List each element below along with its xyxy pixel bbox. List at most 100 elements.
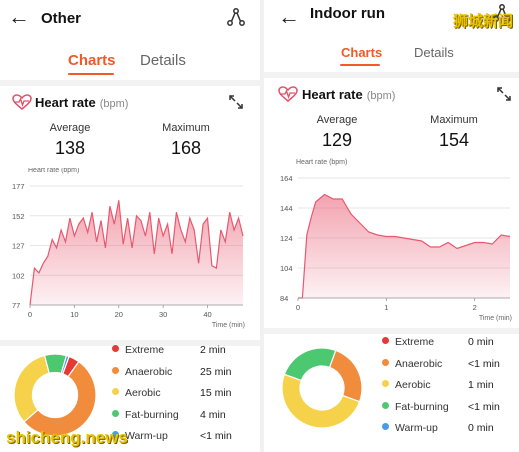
y-tick-label: 127 [12, 242, 25, 251]
y-tick-label: 77 [12, 301, 20, 310]
tab-indicator [68, 73, 114, 75]
legend-value: <1 min [468, 400, 500, 413]
share-icon[interactable] [492, 2, 512, 24]
heart-rate-label: Heart rate [302, 87, 363, 102]
y-tick-label: 152 [12, 212, 25, 221]
legend-label: Warm-up [125, 430, 168, 442]
share-icon[interactable] [226, 6, 246, 28]
legend-item: Extreme [112, 344, 164, 356]
tab-charts[interactable]: Charts [68, 52, 116, 69]
series-line [29, 200, 244, 306]
legend-dot-icon [382, 423, 389, 430]
legend-dot-icon [112, 431, 119, 438]
heart-rate-icon [12, 94, 32, 110]
legend-dot-icon [112, 366, 119, 374]
x-tick-label: 10 [70, 310, 78, 319]
y-tick-label: 124 [280, 234, 293, 243]
legend-value: 0 min [468, 336, 494, 348]
tab-details[interactable]: Details [140, 52, 186, 69]
heart-rate-title: Heart rate (bpm) [35, 95, 128, 110]
left-panel: ← Other Charts Details Heart rate (bpm) [0, 0, 260, 452]
zone-donut-chart [13, 353, 97, 437]
expand-icon[interactable] [228, 94, 244, 110]
tab-details[interactable]: Details [414, 45, 454, 60]
tab-bar: Charts Details [264, 45, 519, 71]
legend-label: Anaerobic [125, 365, 173, 378]
y-tick-label: 144 [280, 204, 293, 213]
legend-label: Extreme [395, 336, 435, 348]
legend-item: Fat-burning [382, 401, 449, 413]
legend-value: <1 min [468, 357, 500, 370]
divider [264, 72, 519, 78]
legend-item: Anaerobic [112, 366, 172, 378]
legend-value: 1 min [468, 379, 494, 391]
series-area [30, 200, 243, 305]
tab-bar: Charts Details [0, 52, 260, 78]
watermark-cn: 狮城新闻 [452, 13, 513, 30]
header: ← Other [0, 0, 260, 40]
legend-label: Fat-burning [395, 400, 449, 413]
x-tick-label: 0 [28, 310, 32, 319]
donut-slice [328, 349, 363, 403]
x-tick-label: 2 [473, 303, 477, 312]
heart-rate-title: Heart rate (bpm) [302, 87, 395, 102]
legend-item: Anaerobic [382, 358, 442, 370]
legend-item: Aerobic [382, 379, 431, 391]
average-label: Average [316, 114, 358, 126]
x-tick-label: 0 [296, 303, 300, 312]
tab-charts[interactable]: Charts [341, 45, 383, 60]
back-arrow-icon[interactable]: ← [8, 4, 30, 29]
average-value: 129 [321, 130, 353, 150]
heart-rate-unit: (bpm) [99, 98, 129, 110]
page-title: Other [41, 10, 82, 27]
legend-value: 15 min [200, 387, 232, 399]
legend-label: Fat-burning [125, 408, 179, 421]
x-tick-label: 1 [384, 303, 388, 312]
x-tick-label: 30 [159, 310, 167, 319]
back-arrow-icon[interactable]: ← [278, 4, 300, 29]
y-tick-label: 84 [280, 294, 288, 303]
donut-slice [23, 360, 97, 437]
legend-dot-icon [112, 409, 119, 417]
watermark-en: shicheng.news [6, 428, 128, 447]
maximum-value: 168 [170, 138, 202, 158]
heart-rate-label: Heart rate [35, 95, 96, 110]
legend-label: Warm-up [395, 422, 438, 434]
legend-dot-icon [382, 358, 389, 366]
donut-slice [60, 354, 70, 375]
legend-label: Aerobic [395, 379, 431, 391]
legend-value: 25 min [200, 365, 232, 378]
legend-item: Warm-up [382, 422, 438, 434]
series-line [298, 193, 511, 299]
page-title: Indoor run [310, 5, 385, 22]
divider [264, 328, 519, 334]
maximum-value: 154 [438, 130, 470, 150]
y-tick-label: 177 [12, 182, 25, 191]
right-panel: ← Indoor run Charts Details Heart rate (b… [264, 0, 519, 452]
legend-dot-icon [382, 401, 389, 409]
legend-item: Warm-up [112, 430, 168, 442]
legend-value: 4 min [200, 408, 226, 421]
zone-donut-chart [281, 347, 363, 429]
maximum-label: Maximum [430, 114, 478, 126]
legend-dot-icon [382, 337, 389, 344]
y-axis-label: Heart rate (bpm) [296, 159, 347, 166]
y-tick-label: 102 [12, 271, 25, 280]
tab-indicator [340, 64, 380, 66]
legend-label: Extreme [125, 344, 165, 356]
expand-icon[interactable] [496, 86, 512, 102]
heart-rate-unit: (bpm) [366, 90, 396, 102]
legend-label: Anaerobic [395, 357, 443, 370]
series-area [298, 194, 510, 298]
x-tick-label: 40 [203, 310, 211, 319]
legend-value: 2 min [200, 344, 226, 356]
legend-label: Aerobic [125, 387, 161, 399]
heart-rate-icon [278, 86, 298, 102]
x-tick-label: 20 [115, 310, 123, 319]
header: ← Indoor run [264, 0, 519, 40]
y-tick-label: 164 [280, 174, 293, 183]
divider [0, 80, 260, 86]
average-value: 138 [54, 138, 86, 158]
